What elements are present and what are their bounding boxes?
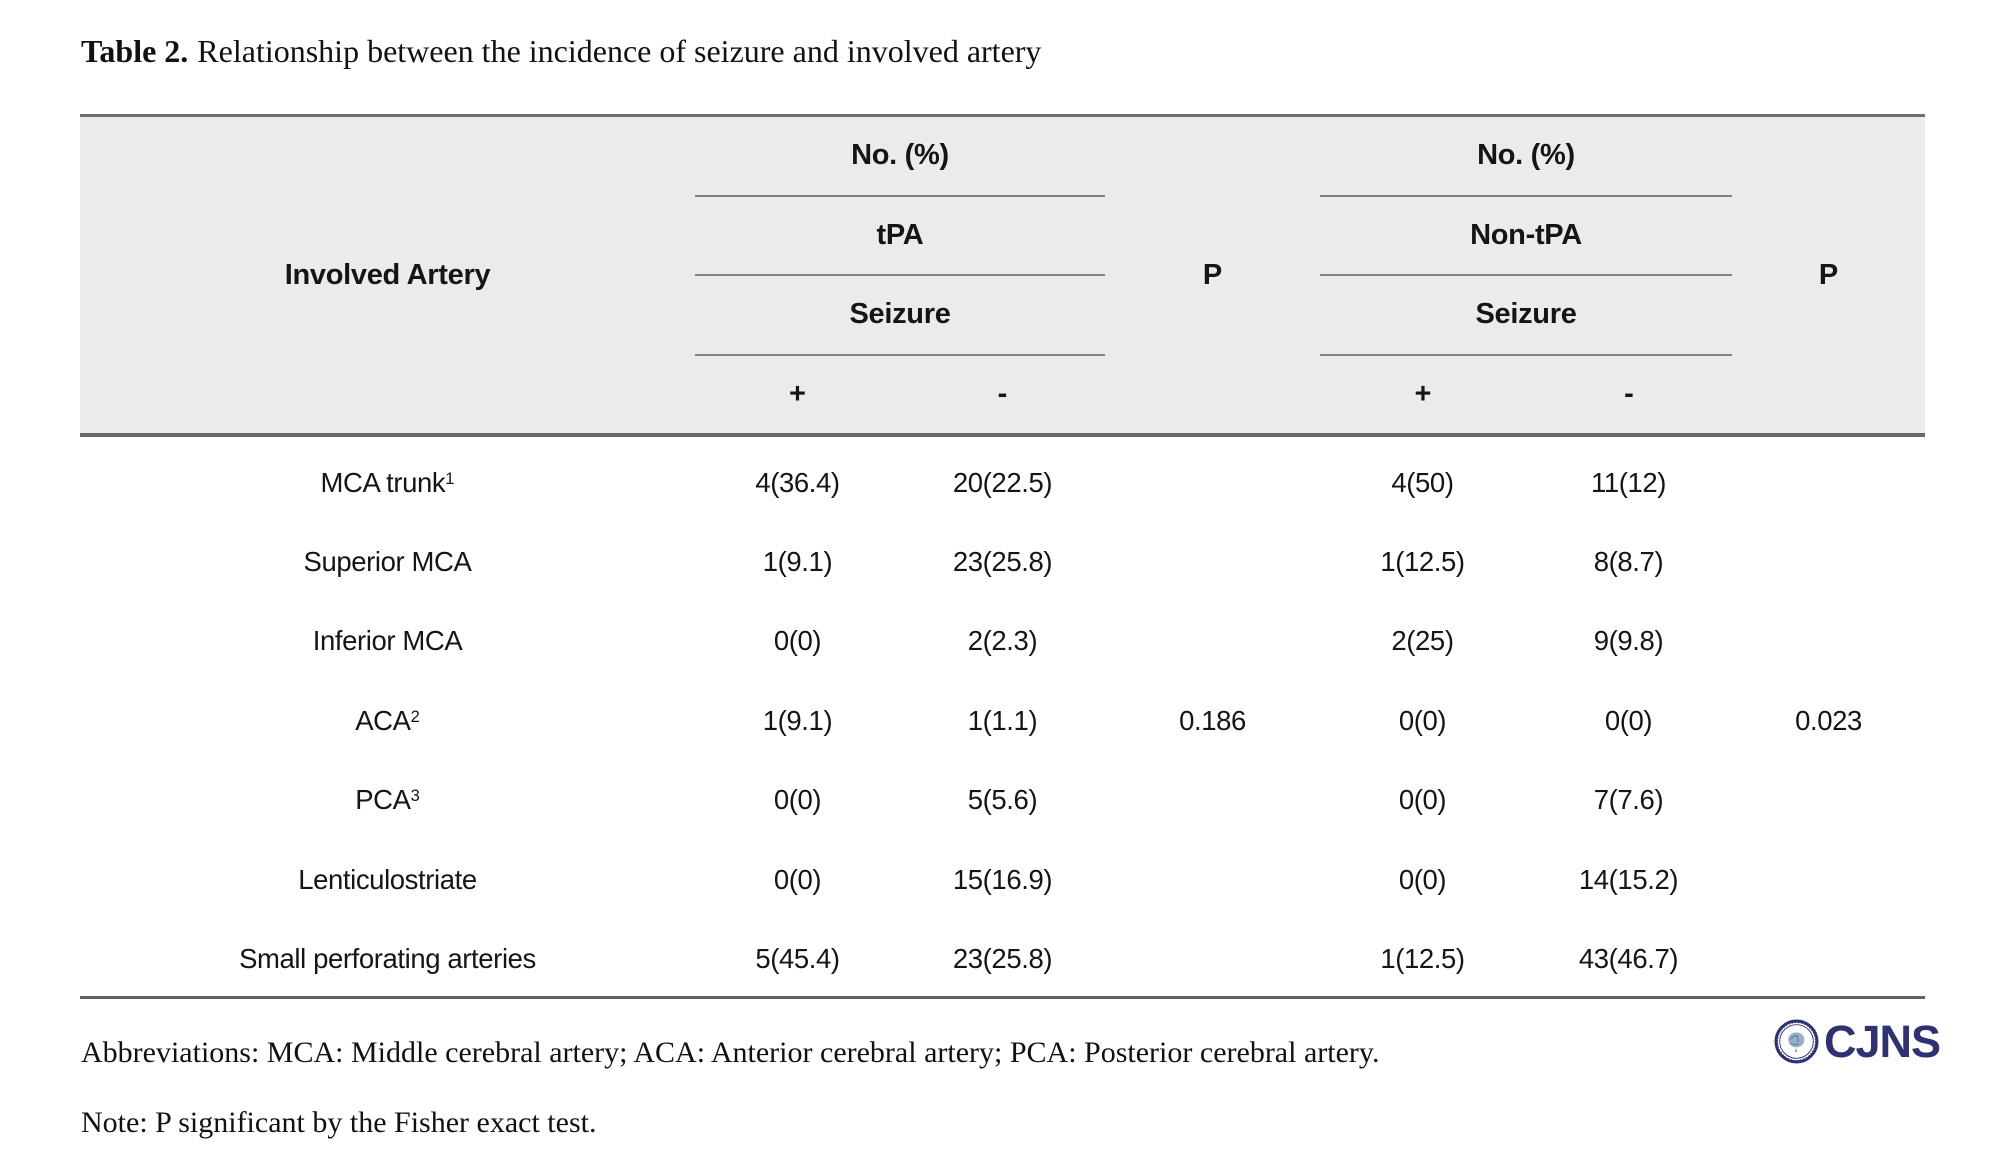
table-row: Inferior MCA 0(0) 2(2.3) 2(25) 9(9.8) [80, 602, 1925, 681]
header-divider [695, 353, 1105, 356]
header-divider [1320, 194, 1732, 197]
tpa-no-pct-label: No. (%) [851, 139, 949, 172]
p-column-header-tpa: P [1202, 258, 1223, 291]
tpa-seizure-pos-value: 5(45.4) [755, 943, 840, 975]
abbreviations-note: Abbreviations: MCA: Middle cerebral arte… [81, 1036, 1380, 1069]
table-row: PCA3 0(0) 5(5.6) 0(0) 7(7.6) [80, 761, 1925, 840]
tpa-seizure-neg-value: 20(22.5) [952, 466, 1053, 498]
artery-name: ACA2 [355, 704, 420, 736]
artery-name: Superior MCA [303, 546, 472, 578]
tpa-seizure-neg-value: 15(16.9) [952, 863, 1053, 895]
nontpa-seizure-pos-value: 1(12.5) [1380, 546, 1465, 578]
significance-note: Note: P significant by the Fisher exact … [81, 1106, 597, 1139]
table-body: MCA trunk1 4(36.4) 20(22.5) 4(50) 11(12) Supe… [80, 437, 1925, 999]
nontpa-seizure-neg-value: 7(7.6) [1593, 784, 1664, 816]
table-row: Superior MCA 1(9.1) 23(25.8) 1(12.5) 8(8.7) [80, 522, 1925, 601]
tpa-seizure-neg-value: 23(25.8) [952, 546, 1053, 578]
nontpa-seizure-neg-value: 8(8.7) [1593, 546, 1664, 578]
tpa-seizure-pos-value: 1(9.1) [762, 546, 833, 578]
tpa-seizure-sign-row: + - [695, 356, 1105, 434]
table-row: Lenticulostriate 0(0) 15(16.9) 0(0) 14(15.2) [80, 840, 1925, 919]
nontpa-seizure-negative-header: - [1624, 377, 1634, 410]
tpa-seizure-pos-value: 0(0) [773, 863, 822, 895]
tpa-seizure-neg-value: 5(5.6) [967, 784, 1038, 816]
nontpa-seizure-neg-value: 14(15.2) [1578, 863, 1679, 895]
tpa-seizure-neg-value: 1(1.1) [967, 704, 1038, 736]
tpa-seizure-pos-value: 4(36.4) [755, 466, 840, 498]
cjns-logo-text: CJNS [1824, 1016, 1941, 1067]
table-header: Involved Artery No. (%) tPA Seizure + - … [80, 114, 1925, 437]
artery-name: Small perforating arteries [239, 943, 536, 975]
nontpa-seizure-pos-value: 0(0) [1398, 704, 1447, 736]
tpa-seizure-neg-value: 23(25.8) [952, 943, 1053, 975]
p-value-tpa: 0.186 [1179, 704, 1246, 736]
data-table: Involved Artery No. (%) tPA Seizure + - … [80, 114, 1925, 999]
tpa-seizure-pos-value: 0(0) [773, 625, 822, 657]
table-row: MCA trunk1 4(36.4) 20(22.5) 4(50) 11(12) [80, 443, 1925, 522]
tpa-seizure-positive-header: + [789, 377, 806, 410]
nontpa-seizure-pos-value: 0(0) [1398, 784, 1447, 816]
nontpa-treatment-label: Non-tPA [1470, 218, 1582, 251]
nontpa-seizure-pos-value: 4(50) [1391, 466, 1454, 498]
table-row: Small perforating arteries 5(45.4) 23(25.8… [80, 919, 1925, 998]
nontpa-seizure-pos-value: 1(12.5) [1380, 943, 1465, 975]
artery-name: Inferior MCA [312, 625, 463, 657]
nontpa-seizure-pos-value: 0(0) [1398, 863, 1447, 895]
nontpa-seizure-positive-header: + [1414, 377, 1432, 410]
tpa-seizure-pos-value: 1(9.1) [762, 704, 833, 736]
column-header-involved-artery: Involved Artery [284, 258, 491, 291]
tpa-seizure-pos-value: 0(0) [773, 784, 822, 816]
tpa-group-header: No. (%) tPA Seizure + - [695, 117, 1105, 433]
header-divider [695, 194, 1105, 197]
nontpa-seizure-neg-value: 9(9.8) [1593, 625, 1664, 657]
nontpa-seizure-sign-row: + - [1320, 356, 1732, 434]
artery-name: Lenticulostriate [298, 863, 477, 895]
table-caption: Relationship between the incidence of se… [197, 33, 1042, 69]
nontpa-group-header: No. (%) Non-tPA Seizure + - [1320, 117, 1732, 433]
table-row: ACA2 1(9.1) 1(1.1) 0.186 0(0) 0(0) 0.023 [80, 681, 1925, 760]
nontpa-seizure-neg-value: 43(46.7) [1578, 943, 1679, 975]
header-divider [1320, 274, 1732, 276]
nontpa-seizure-label: Seizure [1475, 298, 1577, 331]
artery-name: MCA trunk1 [320, 466, 455, 498]
tpa-treatment-label: tPA [876, 218, 924, 251]
table-title: Table 2. Relationship between the inciden… [81, 30, 1041, 72]
p-column-header-nontpa: P [1818, 258, 1839, 291]
table-number: Table 2. [81, 33, 189, 69]
tpa-seizure-label: Seizure [849, 298, 951, 331]
tpa-seizure-negative-header: - [997, 377, 1008, 410]
nontpa-seizure-neg-value: 11(12) [1590, 466, 1667, 498]
nontpa-seizure-pos-value: 2(25) [1391, 625, 1454, 657]
nontpa-seizure-neg-value: 0(0) [1604, 704, 1653, 736]
tpa-seizure-neg-value: 2(2.3) [967, 625, 1038, 657]
artery-name: PCA3 [355, 784, 420, 816]
header-divider [695, 274, 1105, 276]
journal-logo: CJNS [1774, 1016, 1941, 1067]
nontpa-no-pct-label: No. (%) [1477, 139, 1575, 172]
p-value-nontpa: 0.023 [1795, 704, 1862, 736]
header-divider [1320, 353, 1732, 356]
cjns-seal-icon [1774, 1019, 1819, 1064]
